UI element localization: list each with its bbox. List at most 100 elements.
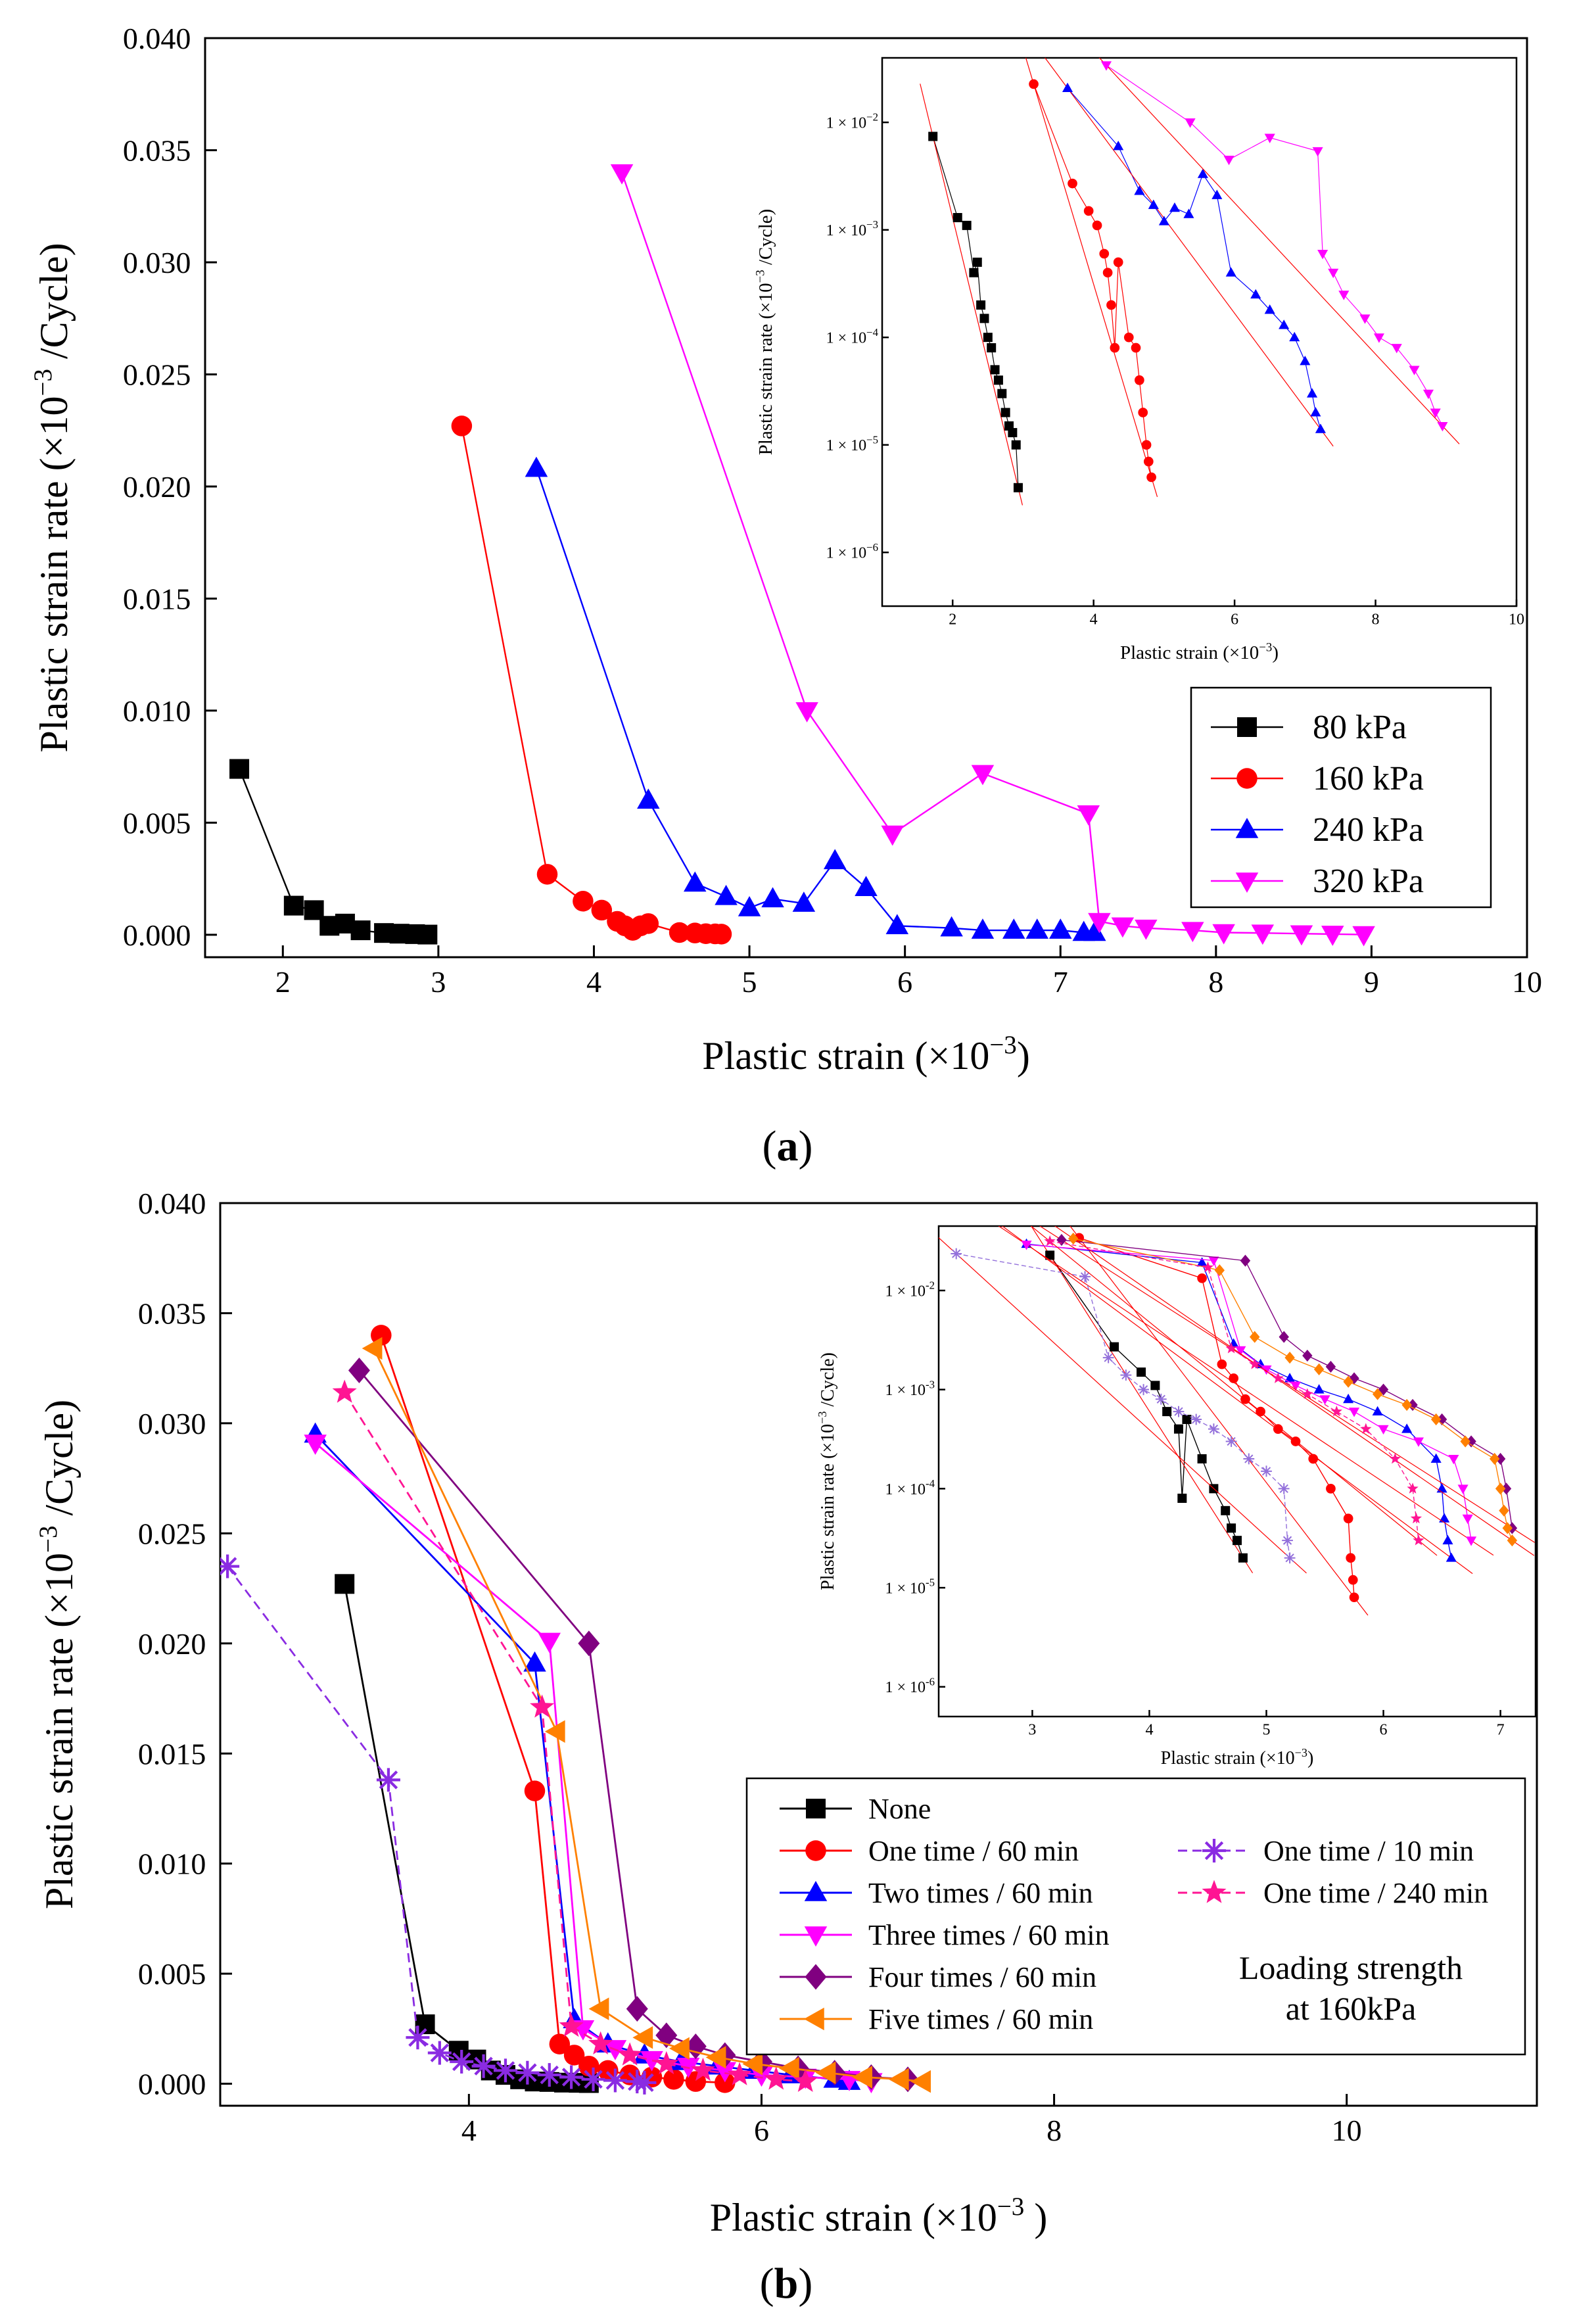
plot-frame (937, 1225, 1537, 1718)
x-tick-label: 3 (1028, 1722, 1036, 1739)
legend-label: One time / 60 min (868, 1835, 1079, 1867)
y-tick-exp: −3 (866, 218, 878, 231)
y-axis-title-tail: /Cycle) (818, 1352, 838, 1411)
x-tick-label: 10 (1512, 965, 1542, 999)
legend-marker (1237, 717, 1257, 737)
y-tick-label: 0.020 (123, 470, 191, 504)
data-point-7 (690, 2057, 715, 2081)
legend-marker (804, 1926, 828, 1947)
y-tick-label: 1 × 10-3 (885, 1378, 935, 1399)
x-axis-title-sup: −3 (1259, 640, 1272, 654)
y-tick-label: 0.010 (123, 694, 191, 728)
data-point-3 (881, 825, 904, 846)
plot-frame (219, 1202, 1538, 2107)
series-line-1 (380, 1335, 725, 2084)
data-point-3 (1261, 1365, 1272, 1375)
y-tick-label: 0.015 (138, 1737, 206, 1770)
paren-close: ) (799, 1122, 813, 1170)
x-tick-label: 5 (1263, 1722, 1271, 1739)
data-point-2 (1225, 267, 1236, 277)
data-point-5 (1401, 1398, 1412, 1411)
data-point-7 (1360, 1423, 1372, 1435)
legend-label: Four times / 60 min (868, 1961, 1096, 1993)
legend-label: 80 kPa (1313, 709, 1407, 746)
y-tick-exp: -6 (926, 1675, 935, 1688)
data-point-2 (1313, 1384, 1325, 1394)
data-point-3 (1212, 924, 1235, 945)
data-point-2 (1284, 1373, 1296, 1383)
data-point-3 (1088, 913, 1111, 934)
data-point-0 (1162, 1407, 1172, 1417)
data-point-7 (1302, 1388, 1313, 1399)
series-line-6 (956, 1253, 1290, 1558)
data-point-5 (588, 1997, 609, 2020)
data-point-2 (761, 887, 784, 908)
data-point-7 (332, 1379, 357, 1403)
data-point-3 (1352, 926, 1375, 947)
trend-line-5 (1054, 1226, 1535, 1556)
y-tick-label: 0.000 (123, 918, 191, 952)
legend-label: One time / 240 min (1263, 1877, 1488, 1909)
data-point-3 (1223, 155, 1234, 166)
data-point-6 (450, 2050, 474, 2074)
data-point-3 (1413, 1437, 1424, 1447)
data-point-0 (976, 300, 986, 310)
trend-line-2 (1001, 1226, 1473, 1575)
y-tick-label: 1 × 10−2 (826, 111, 878, 132)
trend-line-7 (1030, 1226, 1438, 1556)
data-point-0 (283, 895, 304, 916)
data-point-6 (1079, 1271, 1091, 1283)
series-line-7 (1050, 1241, 1419, 1541)
data-point-6 (1243, 1453, 1255, 1465)
data-point-5 (1495, 1482, 1506, 1495)
data-point-6 (493, 2058, 517, 2083)
legend-label: One time / 10 min (1263, 1835, 1474, 1867)
data-point-5 (1372, 1388, 1383, 1400)
data-point-1 (1131, 343, 1141, 353)
data-point-3 (1448, 1455, 1459, 1465)
data-point-7 (1330, 1406, 1342, 1417)
data-point-2 (738, 895, 761, 916)
y-tick-label: 1 × 10−5 (826, 433, 878, 454)
data-point-2 (855, 876, 878, 897)
x-tick-label: 8 (1208, 965, 1223, 999)
data-point-2 (1250, 289, 1261, 299)
x-tick-label: 6 (1231, 611, 1238, 628)
data-point-3 (1457, 1484, 1469, 1494)
data-point-6 (1208, 1423, 1219, 1435)
panel-letter: b (774, 2260, 799, 2308)
y-tick-base: 1 × 10 (885, 1382, 926, 1399)
data-point-3 (1135, 919, 1158, 940)
data-point-0 (997, 389, 1007, 398)
y-tick-exp: −4 (866, 326, 878, 339)
data-point-4 (1407, 1398, 1418, 1411)
data-point-0 (335, 1574, 355, 1594)
data-point-1 (1348, 1575, 1358, 1585)
y-tick-label: 0.025 (123, 358, 191, 392)
x-axis-title-tail: ) (1307, 1748, 1313, 1768)
data-point-2 (1442, 1534, 1453, 1545)
y-axis-title-text: Plastic strain rate (×10 (818, 1424, 838, 1590)
data-point-0 (962, 220, 972, 230)
data-point-5 (1250, 1331, 1260, 1343)
legend-marker (806, 1799, 826, 1818)
data-point-2 (1083, 920, 1106, 941)
x-axis-title-tail: ) (1017, 1034, 1030, 1078)
x-tick-label: 2 (275, 965, 291, 999)
y-tick-exp: -5 (926, 1577, 935, 1589)
data-point-5 (1343, 1375, 1353, 1388)
data-point-3 (1373, 333, 1384, 343)
data-point-5 (1313, 1363, 1325, 1376)
data-point-1 (549, 2033, 571, 2054)
data-point-3 (1422, 389, 1434, 400)
paren-open: ( (763, 1122, 777, 1170)
x-axis-title-sup: −3 (989, 1031, 1017, 1059)
data-point-2 (823, 849, 847, 870)
data-point-6 (581, 2067, 605, 2091)
y-tick-label: 0.015 (123, 582, 191, 616)
data-point-1 (591, 899, 613, 921)
trend-line-0 (1031, 1226, 1254, 1574)
y-tick-exp: -3 (926, 1378, 935, 1390)
data-point-1 (711, 924, 732, 945)
data-point-6 (632, 2070, 657, 2095)
